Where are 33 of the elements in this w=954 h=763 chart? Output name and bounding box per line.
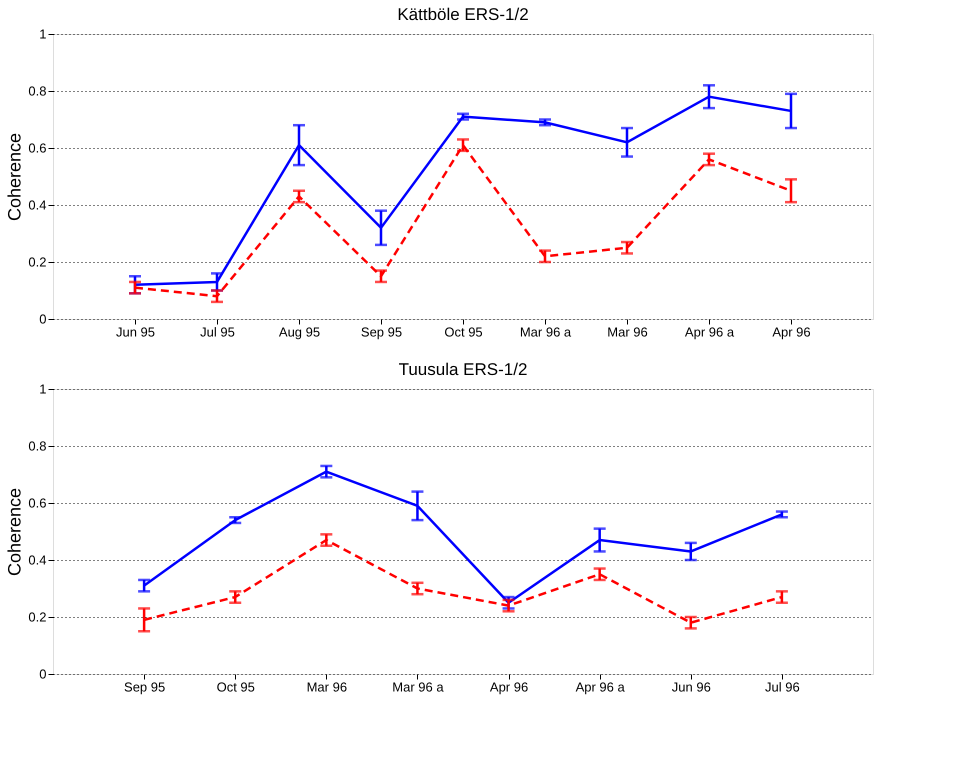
x-tick-label: Apr 96 a	[576, 680, 626, 694]
x-tick-label: Mar 96	[607, 324, 648, 340]
y-tick-label: 0.2	[28, 254, 46, 270]
chart-title: Kättböle ERS-1/2	[397, 5, 529, 24]
y-tick-label: 0	[39, 666, 46, 682]
x-tick-label: Oct 95	[444, 324, 483, 340]
x-tick-label: Apr 96 a	[684, 324, 735, 340]
x-tick-label: Sep 95	[360, 324, 402, 340]
y-tick-label: 0	[39, 312, 46, 326]
y-tick-label: 1	[39, 26, 46, 42]
x-tick-label: Apr 96	[772, 324, 811, 340]
x-tick-label: Mar 96 a	[392, 680, 444, 694]
x-tick-label: Jun 96	[672, 680, 711, 694]
x-tick-label: Jul 95	[200, 324, 235, 340]
y-tick-label: 0.6	[28, 140, 46, 156]
x-tick-label: Sep 95	[124, 680, 166, 694]
y-tick-label: 0.6	[28, 496, 46, 510]
chart-title: Tuusula ERS-1/2	[398, 360, 528, 379]
x-tick-label: Mar 96 a	[520, 324, 572, 340]
y-axis-title: Coherence	[4, 488, 24, 576]
y-tick-label: 0.8	[28, 84, 46, 98]
y-tick-label: 0.2	[28, 610, 46, 624]
y-axis-title: Coherence	[4, 132, 24, 222]
x-tick-label: Jul 96	[765, 680, 800, 694]
y-tick-label: 1	[39, 382, 46, 396]
y-tick-label: 0.4	[28, 198, 46, 212]
y-tick-label: 0.8	[28, 438, 46, 454]
x-tick-label: Oct 95	[216, 680, 255, 694]
x-tick-label: Apr 96	[490, 680, 528, 694]
x-tick-label: Jun 95	[116, 324, 156, 340]
x-tick-label: Mar 96	[306, 680, 348, 694]
y-tick-label: 0.4	[28, 552, 46, 568]
x-tick-label: Aug 95	[278, 324, 320, 340]
